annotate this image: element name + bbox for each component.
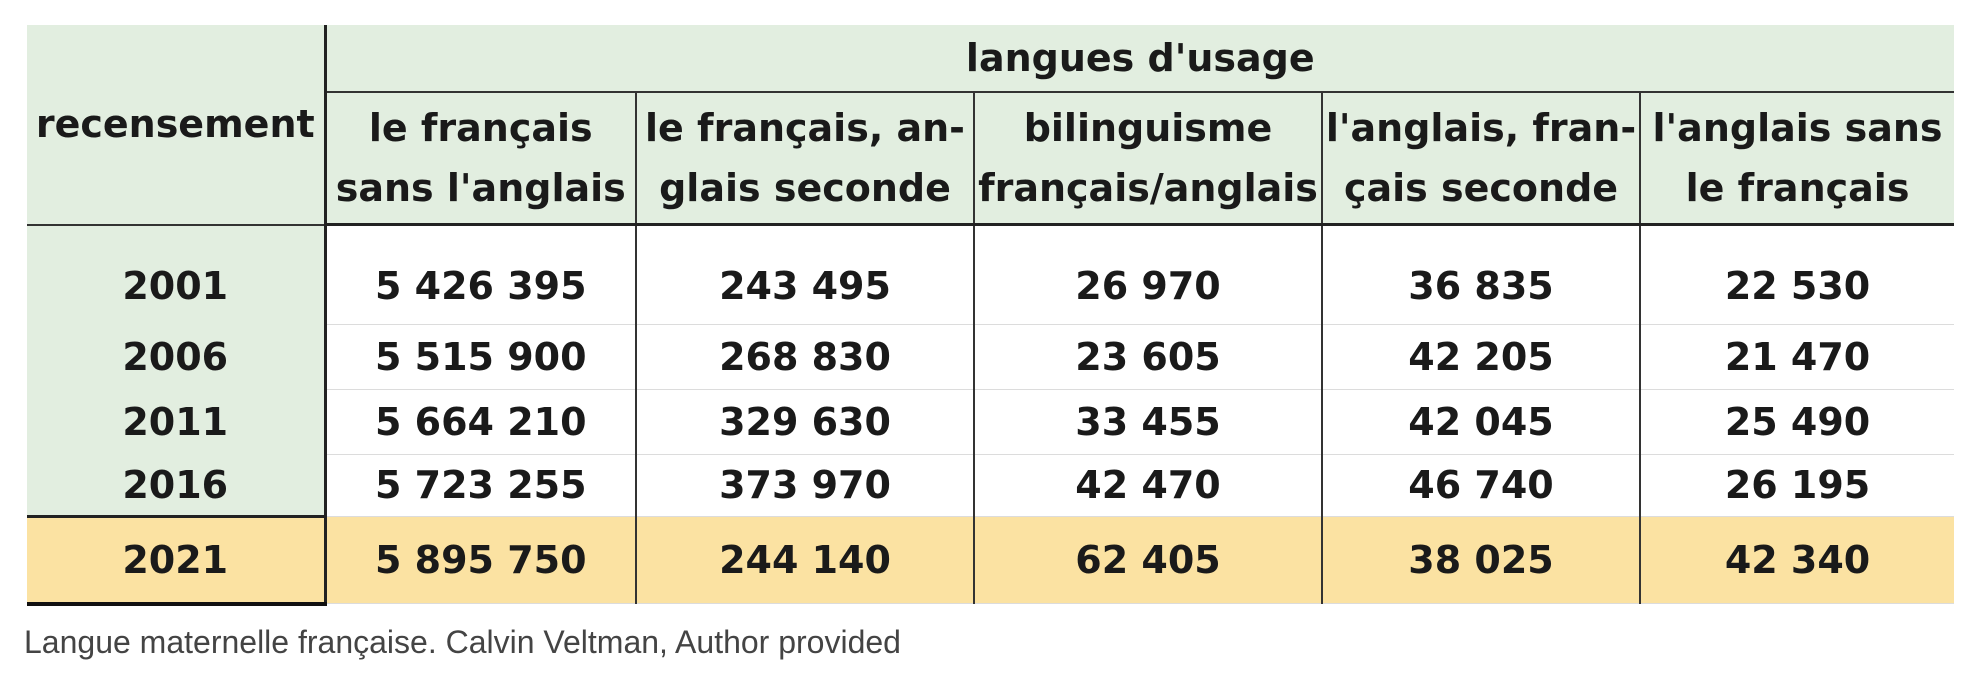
year-cell: 2011 (27, 389, 327, 455)
value-cell: 5 664 210 (324, 389, 636, 455)
year-cell: 2006 (27, 324, 327, 390)
value-cell: 23 605 (973, 324, 1322, 390)
value-cell: 21 470 (1638, 324, 1955, 390)
value-cell: 42 340 (1638, 516, 1955, 604)
row-header-recensement: recensement (27, 25, 327, 226)
value-cell: 46 740 (1321, 454, 1640, 517)
value-cell: 268 830 (635, 324, 974, 390)
value-cell: 33 455 (973, 389, 1322, 455)
column-header: l'anglais sans le français (1638, 92, 1955, 226)
value-cell: 5 515 900 (324, 324, 636, 390)
value-cell: 26 195 (1638, 454, 1955, 517)
table-row: 2006 5 515 900 268 830 23 605 42 205 21 … (27, 324, 1955, 390)
value-cell: 26 970 (973, 224, 1322, 325)
column-header: bilinguisme français/anglais (973, 92, 1322, 226)
value-cell: 244 140 (635, 516, 974, 604)
value-cell: 25 490 (1638, 389, 1955, 455)
column-group-header: langues d'usage (325, 25, 1955, 93)
value-cell: 243 495 (635, 224, 974, 325)
value-cell: 329 630 (635, 389, 974, 455)
table-row: 2011 5 664 210 329 630 33 455 42 045 25 … (27, 389, 1955, 455)
table-row: 2016 5 723 255 373 970 42 470 46 740 26 … (27, 454, 1955, 518)
table-row: 2001 5 426 395 243 495 26 970 36 835 22 … (27, 224, 1955, 325)
value-cell: 373 970 (635, 454, 974, 517)
value-cell: 42 045 (1321, 389, 1640, 455)
value-cell: 5 723 255 (324, 454, 636, 517)
column-header: l'anglais, fran-çais seconde (1321, 92, 1640, 226)
value-cell: 42 470 (973, 454, 1322, 517)
value-cell: 42 205 (1321, 324, 1640, 390)
column-header: le français sans l'anglais (325, 92, 636, 226)
value-cell: 5 426 395 (324, 224, 636, 325)
value-cell: 62 405 (973, 516, 1322, 604)
language-table: recensement langues d'usage le français s… (27, 25, 1955, 606)
value-cell: 38 025 (1321, 516, 1640, 604)
language-table-container: recensement langues d'usage le français s… (27, 25, 1955, 606)
table-row-highlighted: 2021 5 895 750 244 140 62 405 38 025 42 … (27, 516, 1955, 606)
value-cell: 36 835 (1321, 224, 1640, 325)
year-cell: 2021 (27, 516, 327, 606)
value-cell: 22 530 (1638, 224, 1955, 325)
year-cell: 2016 (27, 454, 327, 518)
year-cell: 2001 (27, 224, 327, 325)
value-cell: 5 895 750 (324, 516, 636, 604)
column-header: le français, an-glais seconde (635, 92, 974, 226)
image-caption: Langue maternelle française. Calvin Velt… (24, 624, 901, 660)
